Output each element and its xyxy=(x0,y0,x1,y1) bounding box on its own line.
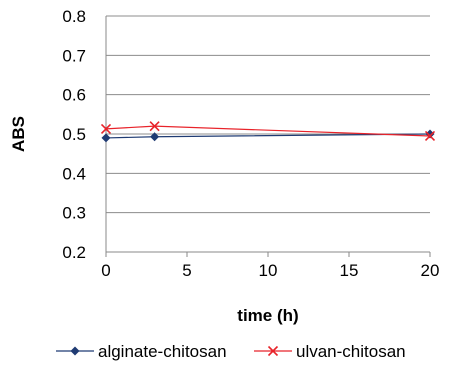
x-axis-title: time (h) xyxy=(237,306,298,325)
x-tick-label: 15 xyxy=(340,261,359,280)
data-point-marker xyxy=(101,133,111,143)
legend-item: ulvan-chitosan xyxy=(254,342,406,361)
y-axis-title: ABS xyxy=(9,116,28,152)
gridlines xyxy=(106,15,430,214)
marker-stroke xyxy=(149,121,160,132)
data-point-marker xyxy=(424,130,436,142)
y-tick-label: 0.4 xyxy=(62,164,86,183)
marker-stroke xyxy=(424,130,436,142)
data-point-marker xyxy=(149,121,160,132)
legend-label: ulvan-chitosan xyxy=(296,342,406,361)
x-tick-label: 20 xyxy=(421,261,440,280)
x-tick-labels: 0 5 10 15 20 xyxy=(101,252,439,280)
legend: alginate-chitosan ulvan-chitosan xyxy=(56,342,406,361)
y-tick-label: 0.6 xyxy=(62,86,86,105)
legend-item: alginate-chitosan xyxy=(56,342,227,361)
data-point-marker xyxy=(100,123,112,134)
marker-stroke xyxy=(267,345,279,357)
data-point-marker xyxy=(267,345,279,357)
data-point-marker xyxy=(425,129,435,139)
y-tick-labels: 0.2 0.3 0.4 0.5 0.6 0.7 0.8 xyxy=(62,7,86,262)
x-tick-label: 0 xyxy=(101,261,110,280)
data-point-marker xyxy=(150,132,160,142)
x-tick-label: 5 xyxy=(182,261,191,280)
y-tick-label: 0.2 xyxy=(62,243,86,262)
marker-stroke xyxy=(100,123,112,134)
y-tick-label: 0.5 xyxy=(62,125,86,144)
series-ulvan-chitosan xyxy=(100,121,436,142)
y-tick-label: 0.3 xyxy=(62,204,86,223)
y-tick-label: 0.8 xyxy=(62,7,86,26)
legend-label: alginate-chitosan xyxy=(98,342,227,361)
data-point-marker xyxy=(70,346,80,356)
x-tick-label: 10 xyxy=(259,261,278,280)
series-layer xyxy=(100,121,436,143)
series-alginate-chitosan xyxy=(101,129,435,143)
y-tick-label: 0.7 xyxy=(62,46,86,65)
